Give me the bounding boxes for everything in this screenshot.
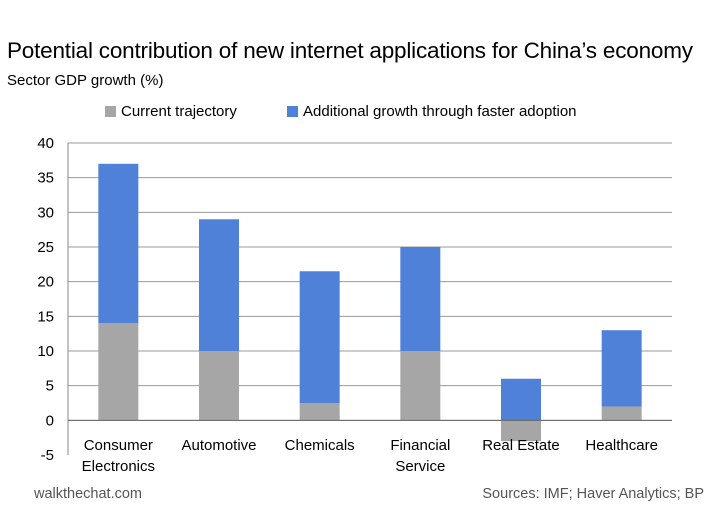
y-tick-label: 25: [37, 239, 54, 256]
bar-current-2: [299, 403, 340, 421]
bar-current-1: [199, 351, 239, 421]
footer-site: walkthechat.com: [34, 486, 142, 502]
y-tick-label: 0: [46, 412, 54, 429]
bar-current-3: [400, 351, 441, 421]
y-tick-label: -5: [41, 447, 54, 464]
bar-additional-4: [501, 378, 541, 421]
x-tick-label: Service: [395, 458, 445, 475]
bar-additional-0: [98, 163, 139, 324]
bar-current-5: [601, 406, 642, 421]
x-tick-label: Chemicals: [285, 437, 355, 454]
legend-item-current-trajectory: Current trajectory: [105, 103, 237, 120]
x-tick-label: Consumer: [84, 437, 153, 454]
y-tick-label: 5: [46, 378, 54, 395]
y-tick-label: 15: [37, 308, 54, 325]
x-tick-label: Automotive: [181, 437, 256, 454]
y-tick-label: 40: [37, 135, 54, 152]
bar-additional-2: [299, 271, 340, 403]
x-tick-label: Healthcare: [585, 437, 658, 454]
bar-current-4: [501, 420, 541, 442]
legend-swatch-blue: [287, 106, 298, 117]
y-tick-label: 10: [37, 343, 54, 360]
x-tick-label: Electronics: [82, 458, 155, 475]
y-axis-label: Sector GDP growth (%): [7, 72, 164, 89]
bar-additional-1: [199, 219, 239, 351]
y-tick-label: 30: [37, 204, 54, 221]
x-tick-label: Financial: [390, 437, 450, 454]
footer-sources: Sources: IMF; Haver Analytics; BP: [482, 486, 704, 502]
y-tick-label: 20: [37, 274, 54, 291]
legend-label: Current trajectory: [121, 103, 237, 120]
bar-additional-5: [601, 330, 642, 407]
x-tick-label: Real Estate: [482, 437, 560, 454]
bar-additional-3: [400, 247, 441, 351]
legend-swatch-gray: [105, 106, 116, 117]
y-tick-label: 35: [37, 170, 54, 187]
chart-title: Potential contribution of new internet a…: [7, 38, 693, 63]
legend-item-additional-growth: Additional growth through faster adoptio…: [287, 103, 577, 120]
bar-current-0: [98, 323, 139, 421]
legend-label: Additional growth through faster adoptio…: [303, 103, 577, 120]
